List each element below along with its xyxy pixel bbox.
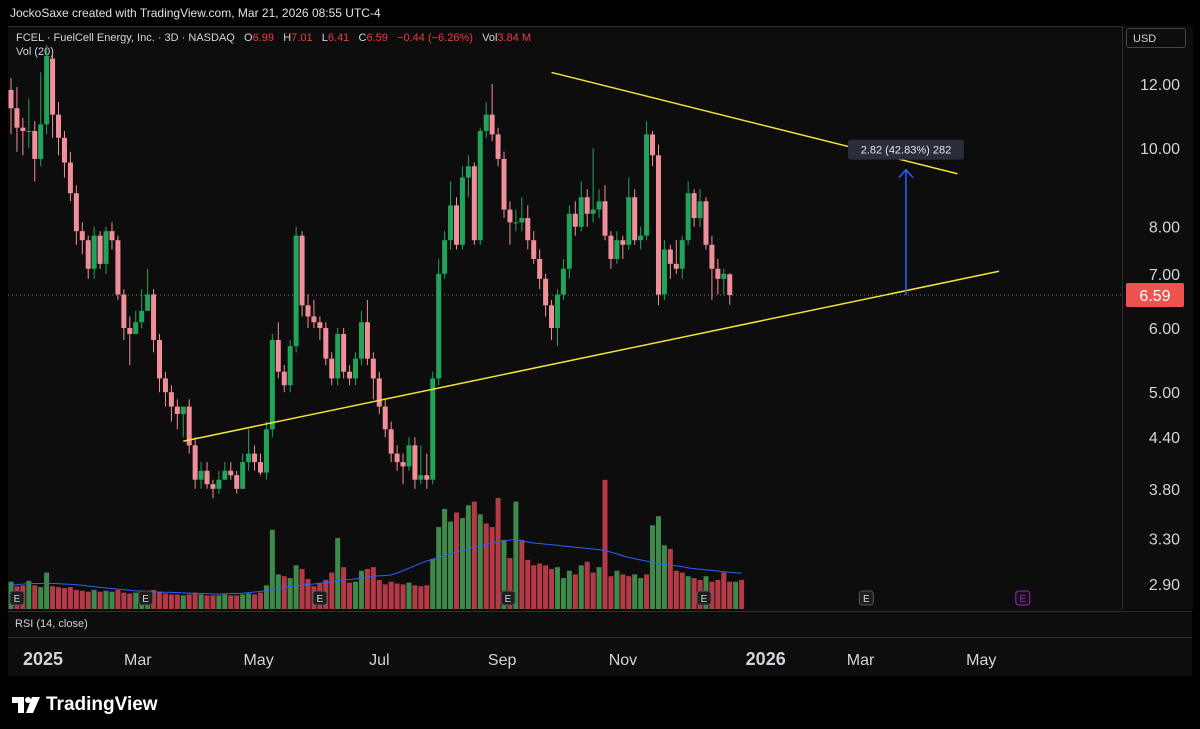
change-value: −0.44 (−6.26%): [397, 32, 473, 44]
time-tick-label: May: [966, 652, 996, 669]
close-label: C: [358, 32, 367, 44]
price-axis[interactable]: [1122, 26, 1193, 610]
open-label: O: [244, 32, 253, 44]
rsi-pane[interactable]: RSI (14, close): [8, 611, 1192, 637]
main-chart-pane[interactable]: [8, 26, 1122, 611]
rsi-label[interactable]: RSI (14, close): [15, 618, 88, 630]
tradingview-logo-icon: [12, 697, 40, 713]
time-tick-label: Mar: [124, 652, 152, 669]
currency-button[interactable]: USD: [1126, 28, 1186, 48]
time-tick-label: May: [243, 652, 273, 669]
high-value: 7.01: [291, 32, 313, 44]
open-value: 6.99: [252, 32, 275, 44]
tradingview-brand: TradingView: [46, 694, 158, 715]
volume-label: Vol: [482, 32, 498, 44]
time-tick-label: 2026: [746, 649, 786, 669]
time-tick-label: Mar: [847, 652, 875, 669]
time-tick-label: Nov: [609, 652, 637, 669]
volume-value: 3.84 M: [497, 32, 532, 44]
high-label: H: [283, 32, 292, 44]
symbol-info[interactable]: FCEL · FuelCell Energy, Inc. · 3D · NASD…: [16, 32, 235, 44]
ohlc-legend: FCEL · FuelCell Energy, Inc. · 3D · NASD…: [16, 32, 531, 44]
time-axis[interactable]: 2025 Mar May Jul Sep Nov 2026 Mar May: [8, 637, 1192, 676]
volume-study-label[interactable]: Vol (20): [16, 46, 54, 58]
tradingview-logo[interactable]: TradingView: [12, 694, 158, 716]
low-value: 6.41: [327, 32, 350, 44]
creator-caption: JockoSaxe created with TradingView.com, …: [10, 6, 381, 20]
time-tick-label: 2025: [23, 649, 63, 669]
time-tick-label: Sep: [488, 652, 517, 669]
footer: TradingView: [0, 676, 1200, 729]
time-tick-label: Jul: [369, 652, 389, 669]
time-axis-ticks: 2025 Mar May Jul Sep Nov 2026 Mar May: [23, 649, 996, 669]
close-value: 6.59: [366, 32, 388, 44]
low-label: L: [321, 32, 328, 44]
